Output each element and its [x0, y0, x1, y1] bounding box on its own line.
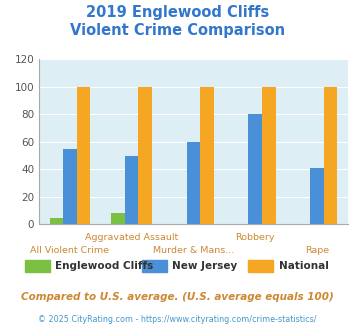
Text: Aggravated Assault: Aggravated Assault: [85, 233, 178, 242]
Text: Robbery: Robbery: [235, 233, 275, 242]
Bar: [50, 217, 63, 224]
Text: Violent Crime Comparison: Violent Crime Comparison: [70, 23, 285, 38]
Text: Rape: Rape: [305, 246, 329, 255]
Text: 2019 Englewood Cliffs: 2019 Englewood Cliffs: [86, 5, 269, 20]
Text: Englewood Cliffs: Englewood Cliffs: [55, 261, 153, 271]
Text: All Violent Crime: All Violent Crime: [31, 246, 109, 255]
Bar: [63, 149, 77, 224]
Bar: [187, 142, 200, 224]
Text: National: National: [279, 261, 328, 271]
Bar: [77, 87, 90, 224]
Bar: [200, 87, 214, 224]
Bar: [310, 168, 324, 224]
Text: New Jersey: New Jersey: [172, 261, 237, 271]
Bar: [111, 214, 125, 224]
Text: © 2025 CityRating.com - https://www.cityrating.com/crime-statistics/: © 2025 CityRating.com - https://www.city…: [38, 315, 317, 324]
Bar: [138, 87, 152, 224]
Bar: [324, 87, 337, 224]
Text: Compared to U.S. average. (U.S. average equals 100): Compared to U.S. average. (U.S. average …: [21, 292, 334, 302]
Bar: [248, 115, 262, 224]
Bar: [125, 156, 138, 224]
Text: Murder & Mans...: Murder & Mans...: [153, 246, 234, 255]
Bar: [262, 87, 275, 224]
